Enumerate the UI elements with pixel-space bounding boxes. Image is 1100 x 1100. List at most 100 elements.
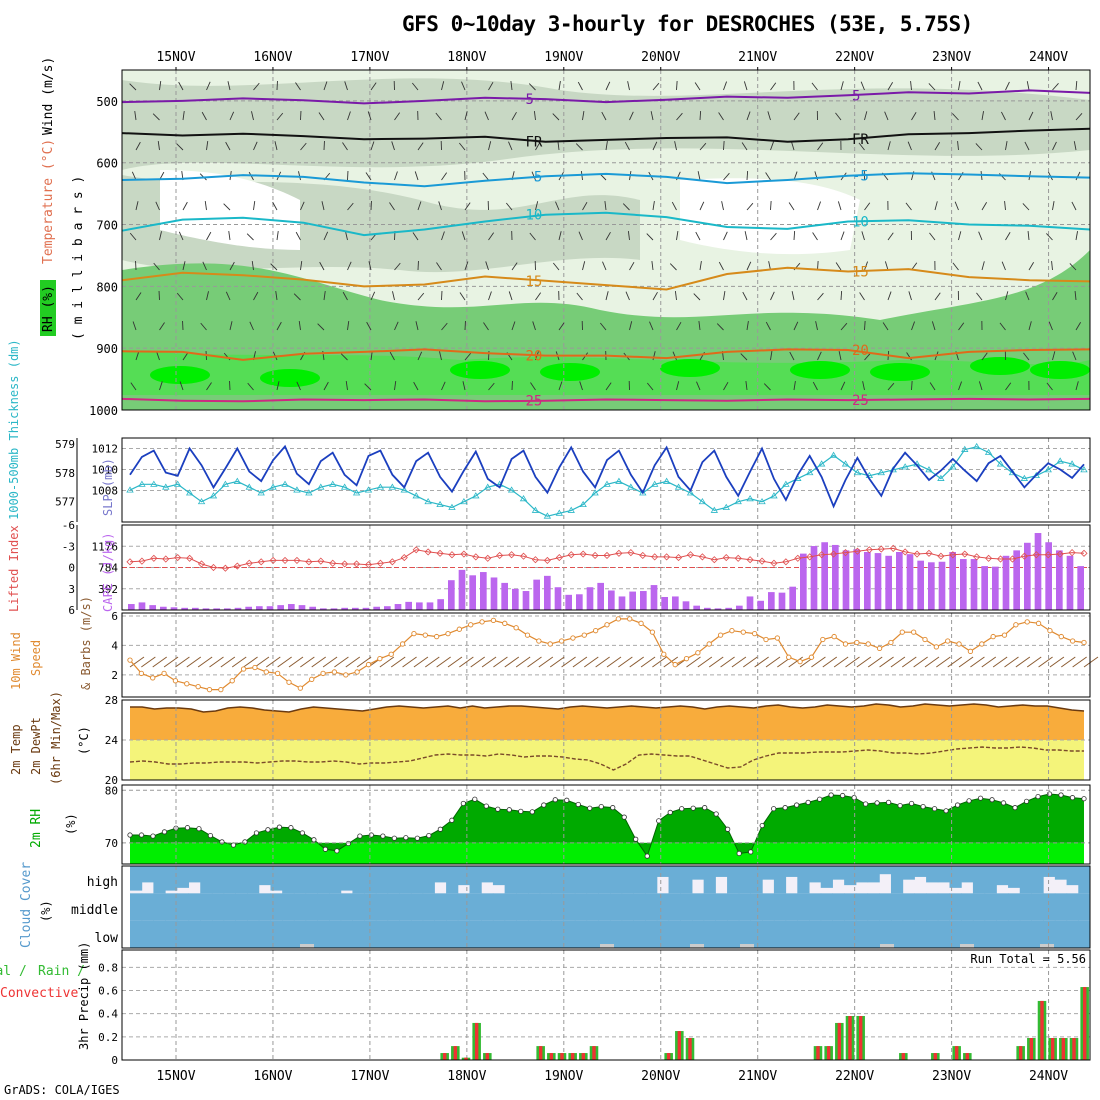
wind-barb-10m xyxy=(720,656,735,668)
precip-conv-bar xyxy=(592,1046,596,1060)
li-point xyxy=(674,554,683,562)
wind-barb-10m xyxy=(970,656,985,668)
wind-barb-10m xyxy=(1015,656,1031,668)
wind-barb xyxy=(462,381,466,391)
wind-barb xyxy=(370,82,377,91)
wind-barb xyxy=(1028,262,1035,271)
wind-barb xyxy=(695,231,701,241)
cape-bar xyxy=(586,587,594,610)
isotherm-label: 25 xyxy=(852,393,869,409)
cloud-low-bar xyxy=(1078,920,1091,948)
wind-barb xyxy=(887,232,894,241)
wind-barb-10m xyxy=(265,656,281,668)
rh2m-point xyxy=(621,814,627,820)
thickness-point xyxy=(662,477,671,484)
wind-barb xyxy=(130,382,137,391)
rh-shade-max xyxy=(540,363,600,381)
thickness-point xyxy=(150,480,158,487)
thickness-point xyxy=(388,483,397,490)
wind-barb xyxy=(296,381,301,391)
date-label-top: 18NOV xyxy=(447,50,486,65)
cape-bar xyxy=(181,607,189,610)
wind-barb xyxy=(582,201,588,211)
wind-barb xyxy=(770,200,772,211)
wind-speed-point xyxy=(570,635,576,641)
thickness-point xyxy=(579,500,587,508)
wind-barb xyxy=(933,111,936,121)
thickness-tick-label: 579 xyxy=(55,438,75,451)
li-point xyxy=(329,559,337,567)
thickness-point xyxy=(996,460,1005,467)
thickness-point xyxy=(722,503,730,510)
wind-speed-point xyxy=(229,678,235,684)
thickness-point xyxy=(961,445,969,452)
rh2m-point xyxy=(679,806,685,812)
cloud-high-bar xyxy=(645,866,658,894)
rh2m-point xyxy=(667,809,673,815)
rh2m-point xyxy=(334,848,340,854)
cloud-low-bar xyxy=(1066,920,1079,948)
wind-barb xyxy=(604,201,607,211)
wind-barb xyxy=(577,81,583,91)
li-point xyxy=(209,563,218,572)
wind-axis-label: Wind (m/s) xyxy=(41,57,56,135)
wind-barb xyxy=(742,291,748,301)
wind-barb xyxy=(488,382,495,391)
wind-barb xyxy=(627,231,630,241)
cape-tick-label: 392 xyxy=(98,583,118,596)
wind-barb-10m xyxy=(788,656,804,668)
cloud-middle-bar xyxy=(738,893,751,921)
cloud-low-bar xyxy=(574,920,588,948)
wind-speed-point xyxy=(797,658,803,665)
wind-barb xyxy=(411,82,419,91)
wind-barb xyxy=(347,111,351,121)
rh2m-point xyxy=(541,802,547,808)
wind-barb xyxy=(318,112,325,121)
cloud-level-label: high xyxy=(87,875,118,890)
wind-barb-10m xyxy=(981,656,997,668)
wind-barb-10m xyxy=(742,656,758,668)
li-point xyxy=(174,554,182,562)
cloud-high-bar xyxy=(1019,866,1032,894)
thickness-point xyxy=(185,489,194,496)
cloud-middle-bar xyxy=(141,893,154,921)
cape-bar xyxy=(469,575,477,610)
date-label-top: 15NOV xyxy=(156,50,195,65)
wind-barb xyxy=(744,231,748,241)
wind-barb xyxy=(484,111,489,121)
wind-barb xyxy=(1052,201,1055,211)
cloud-low-bar xyxy=(375,920,389,948)
wind-barb xyxy=(723,81,728,91)
cloud-low-bar xyxy=(691,920,705,948)
slp-line xyxy=(129,444,1085,509)
wind-barb xyxy=(812,232,818,241)
wind-speed-point xyxy=(274,670,281,677)
cloud-low-bar xyxy=(867,920,880,948)
cloud-low-bar xyxy=(165,920,178,948)
cloud-low-bar xyxy=(680,920,693,948)
rh2m-point xyxy=(863,801,869,807)
wind-barb xyxy=(555,201,560,211)
wind-barb xyxy=(129,232,137,241)
rh2m-point xyxy=(1035,793,1041,800)
wind-speed-point xyxy=(263,669,269,675)
wind-speed-point xyxy=(150,675,156,681)
rh2m-unit-label: (%) xyxy=(64,813,78,835)
cloud-high-bar xyxy=(188,866,201,883)
cloud-low-bar xyxy=(914,920,927,948)
li-point xyxy=(961,550,969,558)
wind-barb-10m xyxy=(311,656,327,668)
cloud-high-bar xyxy=(235,866,248,894)
wind-barb xyxy=(622,203,630,211)
pressure-tick-label: 800 xyxy=(96,280,118,294)
wind-barb xyxy=(793,381,796,391)
wind-barb xyxy=(300,142,307,151)
cloud-middle-bar xyxy=(247,893,260,921)
wind-speed-point xyxy=(672,661,678,668)
rh2m-point xyxy=(759,822,765,829)
thickness-point xyxy=(126,486,134,493)
wind-speed-point xyxy=(808,654,815,660)
wind-barb xyxy=(652,291,658,301)
wind-speed-point xyxy=(876,645,883,652)
cloud-high-bar xyxy=(340,866,353,891)
